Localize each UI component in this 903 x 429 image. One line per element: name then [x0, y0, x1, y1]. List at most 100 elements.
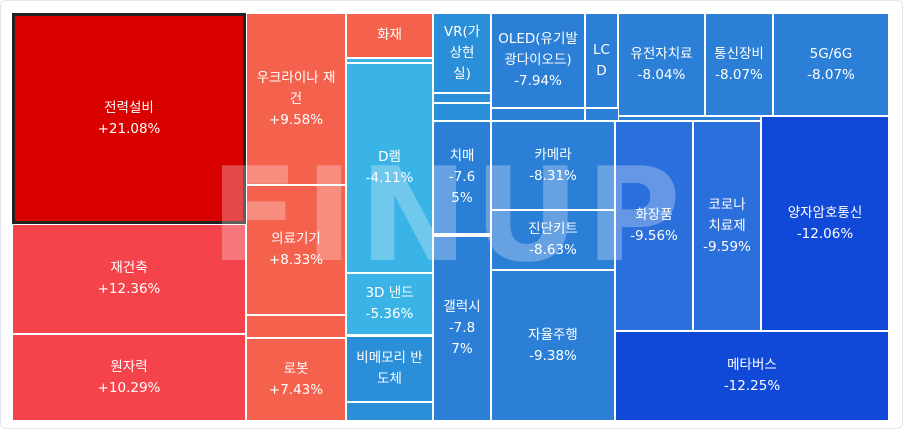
- treemap-filler-tile: [585, 108, 619, 121]
- treemap-tile[interactable]: 화장품 -9.56%: [615, 121, 693, 331]
- tile-text-line: 실): [453, 65, 471, 82]
- tile-name: 통신장비: [714, 45, 764, 62]
- treemap-tile-label: 통신장비 -8.07%: [710, 44, 768, 86]
- tile-value: +10.29%: [97, 379, 161, 396]
- tile-text-line: 코로나: [708, 196, 746, 213]
- tile-text-line: -7.6: [448, 169, 476, 185]
- treemap-filler-tile: [346, 402, 433, 421]
- tile-text-line: VR(가: [443, 23, 481, 40]
- tile-value: -12.06%: [796, 225, 854, 242]
- tile-value: -9.38%: [529, 347, 577, 364]
- treemap-filler-tile: [433, 93, 491, 103]
- tile-text-line: 5%: [451, 190, 473, 206]
- tile-value: -8.07%: [807, 66, 855, 83]
- tile-value: +12.36%: [97, 281, 161, 297]
- tile-value: -9.59%: [703, 238, 751, 255]
- tile-text-line: 치매: [449, 148, 475, 164]
- treemap-filler-tile: [346, 58, 433, 63]
- treemap-tile[interactable]: 통신장비 -8.07%: [705, 13, 773, 116]
- treemap-tile[interactable]: 우크라이나 재 건 +9.58%: [246, 13, 346, 185]
- tile-name: 진단키트: [528, 221, 578, 237]
- treemap-tile[interactable]: 의료기기 +8.33%: [246, 185, 346, 315]
- treemap-tile[interactable]: 재건축 +12.36%: [12, 224, 246, 334]
- treemap-tile-label: D램 -4.11%: [362, 147, 418, 189]
- tile-name: 로봇: [283, 360, 309, 377]
- tile-name: 5G/6G: [809, 45, 853, 62]
- tile-text-line: 치료제: [708, 217, 746, 234]
- treemap-tile-label: 재건축 +12.36%: [94, 258, 165, 300]
- tile-name: 자율주행: [528, 326, 578, 343]
- treemap-tile[interactable]: 전력설비 +21.08%: [12, 13, 246, 224]
- treemap-tile[interactable]: 메타버스 -12.25%: [615, 331, 889, 421]
- treemap-tile[interactable]: D램 -4.11%: [346, 63, 433, 273]
- treemap-tile[interactable]: 치매 -7.6 5%: [433, 121, 491, 234]
- treemap-tile-label: 자율주행 -9.38%: [524, 325, 582, 367]
- tile-value: -8.04%: [637, 66, 686, 83]
- treemap-tile-label: 카메라 -8.31%: [525, 145, 581, 187]
- treemap-tile[interactable]: 자율주행 -9.38%: [491, 270, 615, 421]
- tile-text-line: 상현: [449, 44, 475, 61]
- tile-name: 3D 낸드: [365, 285, 414, 301]
- tile-name: 유전자치료: [630, 45, 693, 62]
- treemap-tile[interactable]: LC D: [585, 13, 618, 108]
- treemap-tile-label: 양자암호통신 -12.06%: [784, 203, 867, 245]
- tile-value: +8.33%: [268, 252, 324, 268]
- tile-value: -8.63%: [529, 242, 577, 258]
- tile-text-line: -7.8: [448, 320, 476, 336]
- treemap-tile[interactable]: 로봇 +7.43%: [246, 338, 346, 421]
- treemap-tile-label: 진단키트 -8.63%: [524, 219, 582, 261]
- treemap-tile[interactable]: 유전자치료 -8.04%: [618, 13, 705, 116]
- treemap-tile[interactable]: 5G/6G -8.07%: [773, 13, 889, 116]
- treemap-tile-label: 로봇 +7.43%: [265, 359, 327, 401]
- tile-value: -12.25%: [723, 378, 781, 394]
- treemap-tile[interactable]: 갤럭시 -7.8 7%: [433, 236, 491, 421]
- tile-name: 전력설비: [104, 99, 154, 116]
- treemap-tile[interactable]: 진단키트 -8.63%: [491, 210, 615, 270]
- tile-name: 카메라: [534, 146, 572, 163]
- tile-text-line: OLED(유기발: [498, 31, 578, 47]
- tile-value: -9.56%: [630, 228, 678, 244]
- tile-value: +21.08%: [97, 120, 161, 137]
- tile-name: 재건축: [110, 260, 148, 276]
- tile-value: -5.36%: [365, 306, 414, 322]
- tile-text-line: 갤럭시: [443, 299, 481, 315]
- treemap-filler-tile: [246, 315, 346, 338]
- tile-value: +7.43%: [268, 381, 324, 398]
- treemap-tile-label: 원자력 +10.29%: [94, 357, 165, 399]
- tile-name: 화장품: [635, 207, 673, 223]
- tile-value: -4.11%: [365, 170, 414, 186]
- tile-text-line: 광다이오드): [504, 52, 572, 68]
- tile-name: 메타버스: [727, 357, 777, 373]
- treemap-tile[interactable]: 양자암호통신 -12.06%: [761, 116, 889, 331]
- tile-text-line: D: [596, 62, 607, 79]
- treemap-tile-label: 우크라이나 재 건 +9.58%: [253, 68, 340, 131]
- tile-text-line: 도체: [377, 371, 402, 387]
- tile-name: 의료기기: [271, 231, 321, 247]
- treemap-tile-label: 의료기기 +8.33%: [265, 229, 327, 271]
- tile-name: 양자암호통신: [787, 204, 863, 221]
- tile-text-line: 건: [289, 90, 303, 107]
- treemap-tile-label: 화장품 -9.56%: [626, 205, 682, 247]
- treemap-tile-label: 5G/6G -8.07%: [803, 44, 859, 86]
- treemap-tile[interactable]: 원자력 +10.29%: [12, 334, 246, 421]
- treemap-tile[interactable]: 카메라 -8.31%: [491, 121, 615, 210]
- tile-text-line: 7%: [451, 341, 473, 357]
- tile-text-line: 비메모리 반: [356, 350, 423, 366]
- treemap-filler-tile: [491, 108, 585, 121]
- tile-value: -7.94%: [514, 73, 562, 89]
- tile-value: -8.07%: [715, 66, 763, 83]
- tile-text-line: 우크라이나 재: [256, 69, 336, 86]
- treemap-filler-tile: [433, 103, 491, 121]
- treemap-tile[interactable]: 화재: [346, 13, 433, 58]
- treemap-tile[interactable]: 3D 낸드 -5.36%: [346, 273, 433, 335]
- tile-name: 원자력: [110, 358, 148, 375]
